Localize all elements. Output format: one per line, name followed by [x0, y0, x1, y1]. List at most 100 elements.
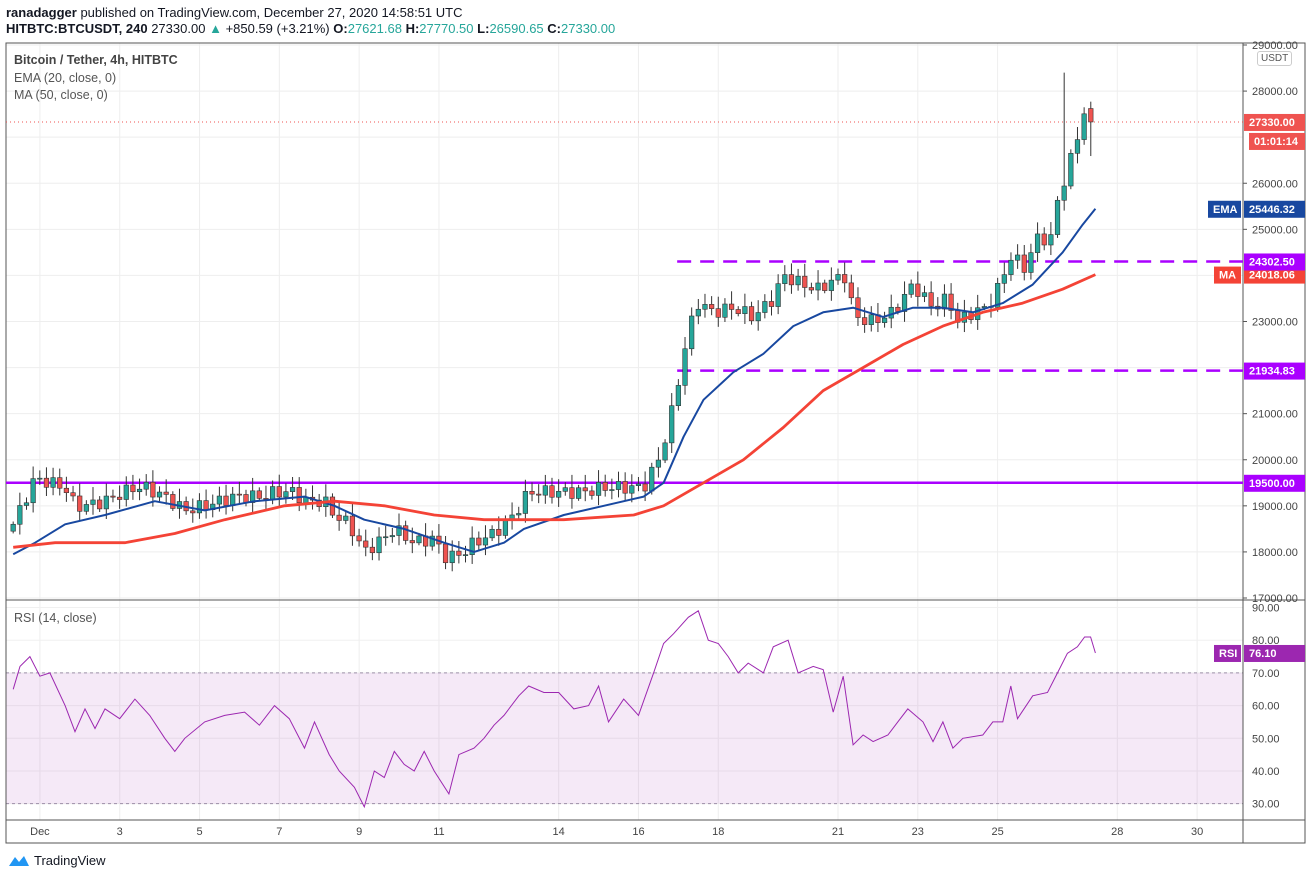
candle-down	[862, 317, 868, 325]
candle-up	[1061, 185, 1067, 201]
candle-down	[1088, 108, 1094, 123]
candle-down	[369, 546, 375, 554]
chart-frame	[5, 42, 1306, 844]
tradingview-logo-icon	[9, 855, 29, 866]
chart-title: Bitcoin / Tether, 4h, HITBTC	[14, 53, 178, 67]
rsi-band	[6, 672, 1243, 804]
tradingview-logo[interactable]: TradingView	[8, 853, 106, 868]
low-label: L:	[477, 21, 490, 36]
candle-up	[396, 525, 402, 536]
candle-down	[709, 304, 715, 309]
candle-down	[728, 303, 735, 310]
candle-up	[941, 293, 948, 310]
level-tag-bg	[1244, 474, 1305, 492]
price-tick-label: 23000.00	[1252, 317, 1298, 329]
last-price: 27330.00	[151, 21, 206, 36]
candle-down	[70, 492, 76, 497]
time-tick-label: 21	[832, 826, 844, 838]
price-tick-label: 19000.00	[1252, 501, 1298, 513]
ema-name-tag-bg	[1208, 200, 1241, 218]
symbol-info: HITBTC:BTCUSDT, 240 27330.00 ▲ +850.59 (…	[6, 21, 615, 36]
candle-down	[190, 510, 196, 514]
candle-up	[50, 477, 56, 488]
rsi-legend[interactable]: RSI (14, close)	[14, 611, 97, 625]
candle-up	[156, 491, 163, 498]
candle-up	[216, 495, 222, 505]
candle-up	[283, 491, 289, 498]
candle-up	[881, 317, 888, 323]
candle-down	[349, 515, 356, 537]
candle-up	[662, 442, 668, 461]
candle-down	[77, 495, 83, 512]
level-tag: 19500.00	[1249, 478, 1295, 490]
candle-down	[117, 496, 123, 500]
candle-up	[542, 485, 548, 496]
candle-down	[569, 487, 575, 499]
price-tick-label: 18000.00	[1252, 547, 1298, 559]
currency-label[interactable]: USDT	[1257, 51, 1293, 66]
ma-line	[13, 273, 1096, 549]
ma-value-tag: 24018.06	[1249, 270, 1295, 282]
rsi-value-tag-bg	[1244, 644, 1305, 662]
candle-up	[1015, 254, 1021, 261]
candle-up	[230, 493, 236, 506]
candle-up	[828, 279, 834, 291]
ema-name-tag: EMA	[1213, 204, 1238, 216]
rsi-tick-label: 90.00	[1252, 603, 1280, 615]
rsi-tick-label: 30.00	[1252, 799, 1280, 811]
ema-line	[12, 208, 1097, 556]
candle-down	[948, 293, 954, 311]
candle-up	[682, 348, 688, 386]
candle-up	[835, 274, 841, 281]
candle-up	[143, 481, 149, 490]
up-triangle-icon: ▲	[209, 21, 222, 36]
candle-up	[136, 488, 143, 493]
close-label: C:	[547, 21, 562, 36]
candle-up	[196, 500, 203, 514]
candle-down	[456, 550, 462, 556]
candle-up	[416, 535, 422, 544]
time-tick-label: 25	[991, 826, 1003, 838]
ema-value-tag-bg	[1244, 200, 1305, 218]
candle-up	[1008, 259, 1014, 275]
candle-up	[1068, 153, 1074, 187]
low-value: 26590.65	[489, 21, 544, 36]
candle-up	[1034, 233, 1041, 253]
candle-up	[782, 274, 788, 284]
candle-up	[429, 535, 435, 547]
candle-up	[888, 306, 894, 319]
candle-up	[908, 283, 914, 295]
candle-down	[163, 491, 169, 495]
candle-up	[655, 459, 662, 468]
author[interactable]: ranadagger	[6, 5, 77, 20]
rsi-tick-label: 80.00	[1252, 635, 1280, 647]
candle-up	[901, 294, 908, 312]
candle-down	[529, 491, 535, 495]
rsi-line	[12, 610, 1096, 809]
candle-up	[103, 495, 109, 510]
candle-up	[556, 491, 562, 498]
candle-down	[622, 481, 628, 494]
candle-up	[921, 292, 928, 297]
open-label: O:	[333, 21, 348, 36]
time-tick-label: 18	[712, 826, 724, 838]
candle-down	[203, 500, 209, 510]
last-price-tag-bg	[1244, 113, 1305, 131]
candle-down	[409, 540, 415, 544]
candle-up	[389, 535, 395, 538]
time-tick-label: 11	[433, 826, 444, 838]
level-tag: 21934.83	[1249, 366, 1295, 378]
candle-down	[915, 283, 921, 297]
candle-down	[356, 535, 362, 542]
ma-legend[interactable]: MA (50, close, 0)	[14, 88, 108, 102]
rsi-tick-label: 70.00	[1252, 668, 1280, 680]
candle-down	[110, 495, 116, 498]
ma-name-tag: MA	[1219, 270, 1236, 282]
ema-legend[interactable]: EMA (20, close, 0)	[14, 71, 117, 85]
candle-down	[403, 525, 409, 541]
candle-down	[363, 540, 369, 548]
candle-up	[755, 312, 761, 322]
countdown-tag-bg	[1249, 132, 1305, 150]
candle-up	[689, 315, 695, 350]
